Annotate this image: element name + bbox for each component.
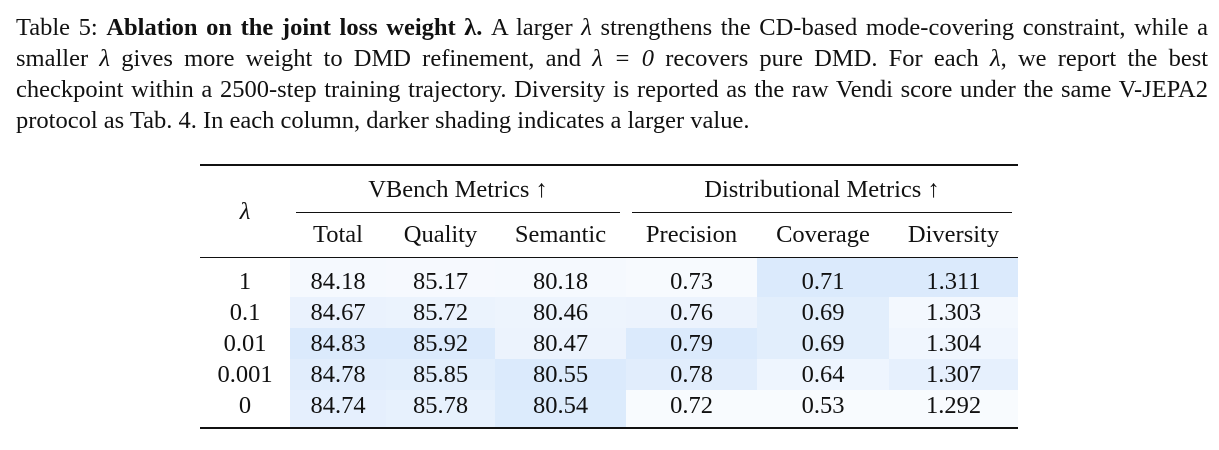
table-row: 0.001 84.78 85.85 80.55 0.78 0.64 1.307 bbox=[200, 359, 1018, 390]
value-cell: 0.73 bbox=[626, 257, 757, 297]
value-cell: 0.79 bbox=[626, 328, 757, 359]
caption-text-5: , we report the best checkpoint within a… bbox=[16, 45, 1209, 134]
table-body: 1 84.18 85.17 80.18 0.73 0.71 1.311 0.1 … bbox=[200, 257, 1018, 428]
value-cell: 0.72 bbox=[626, 390, 757, 428]
value-cell: 85.92 bbox=[386, 328, 495, 359]
value-cell: 80.47 bbox=[495, 328, 626, 359]
lambda-cell: 0.1 bbox=[229, 299, 261, 326]
lambda-column-header: λ bbox=[239, 197, 251, 225]
column-header-total: Total bbox=[313, 221, 363, 248]
value-cell: 84.78 bbox=[290, 359, 386, 390]
header-row-groups: λ VBench Metrics ↑ Distributional Metric… bbox=[200, 165, 1018, 225]
table-row: 0 84.74 85.78 80.54 0.72 0.53 1.292 bbox=[200, 390, 1018, 428]
distributional-group-rule bbox=[632, 212, 1012, 213]
value-cell: 85.85 bbox=[386, 359, 495, 390]
value-cell: 84.74 bbox=[290, 390, 386, 428]
column-header-precision: Precision bbox=[645, 221, 738, 248]
value-cell: 0.53 bbox=[757, 390, 889, 428]
value-cell: 0.78 bbox=[626, 359, 757, 390]
value-cell: 0.71 bbox=[757, 257, 889, 297]
value-cell: 0.64 bbox=[757, 359, 889, 390]
header-row-columns: Total Quality Semantic Precision Coverag… bbox=[200, 213, 1018, 258]
value-cell: 1.304 bbox=[889, 328, 1018, 359]
caption-equation: λ = 0 bbox=[592, 45, 655, 72]
value-cell: 80.46 bbox=[495, 297, 626, 328]
value-cell: 80.18 bbox=[495, 257, 626, 297]
lambda-cell: 0.001 bbox=[217, 361, 273, 388]
distributional-group-label: Distributional Metrics ↑ bbox=[704, 175, 940, 203]
vbench-group-header: VBench Metrics ↑ bbox=[290, 165, 626, 213]
caption-text-3: gives more weight to DMD refinement, and bbox=[121, 45, 581, 72]
value-cell: 1.307 bbox=[889, 359, 1018, 390]
value-cell: 0.69 bbox=[757, 328, 889, 359]
value-cell: 1.303 bbox=[889, 297, 1018, 328]
value-cell: 1.311 bbox=[889, 257, 1018, 297]
lambda-cell: 0 bbox=[238, 392, 252, 419]
ablation-table: λ VBench Metrics ↑ Distributional Metric… bbox=[200, 164, 1018, 429]
table-caption: Table 5: Ablation on the joint loss weig… bbox=[16, 12, 1208, 136]
column-header-quality: Quality bbox=[403, 221, 478, 248]
caption-lambda-1: λ bbox=[581, 14, 592, 41]
value-cell: 80.55 bbox=[495, 359, 626, 390]
value-cell: 80.54 bbox=[495, 390, 626, 428]
caption-lambda-2: λ bbox=[99, 45, 110, 72]
column-header-semantic: Semantic bbox=[514, 221, 607, 248]
caption-lambda-3: λ bbox=[990, 45, 1001, 72]
value-cell: 84.67 bbox=[290, 297, 386, 328]
lambda-cell: 1 bbox=[238, 268, 252, 295]
caption-title: Ablation on the joint loss weight λ. bbox=[106, 14, 483, 41]
lambda-cell: 0.01 bbox=[223, 330, 267, 357]
table-row: 0.1 84.67 85.72 80.46 0.76 0.69 1.303 bbox=[200, 297, 1018, 328]
table-row: 0.01 84.83 85.92 80.47 0.79 0.69 1.304 bbox=[200, 328, 1018, 359]
value-cell: 1.292 bbox=[889, 390, 1018, 428]
caption-text-4: recovers pure DMD. For each bbox=[665, 45, 979, 72]
value-cell: 0.69 bbox=[757, 297, 889, 328]
value-cell: 85.17 bbox=[386, 257, 495, 297]
value-cell: 85.78 bbox=[386, 390, 495, 428]
value-cell: 85.72 bbox=[386, 297, 495, 328]
caption-text-2: strengthens the CD-based mode-covering c… bbox=[16, 14, 1209, 72]
table-row: 1 84.18 85.17 80.18 0.73 0.71 1.311 bbox=[200, 257, 1018, 297]
ablation-table-container: λ VBench Metrics ↑ Distributional Metric… bbox=[200, 164, 1018, 429]
distributional-group-header: Distributional Metrics ↑ bbox=[626, 165, 1018, 213]
value-cell: 84.83 bbox=[290, 328, 386, 359]
column-header-coverage: Coverage bbox=[776, 221, 870, 248]
caption-label: Table 5: bbox=[16, 14, 98, 41]
value-cell: 0.76 bbox=[626, 297, 757, 328]
value-cell: 84.18 bbox=[290, 257, 386, 297]
column-header-diversity: Diversity bbox=[907, 221, 1000, 248]
caption-text-1: A larger bbox=[491, 14, 573, 41]
vbench-group-rule bbox=[296, 212, 620, 213]
vbench-group-label: VBench Metrics ↑ bbox=[368, 175, 548, 203]
